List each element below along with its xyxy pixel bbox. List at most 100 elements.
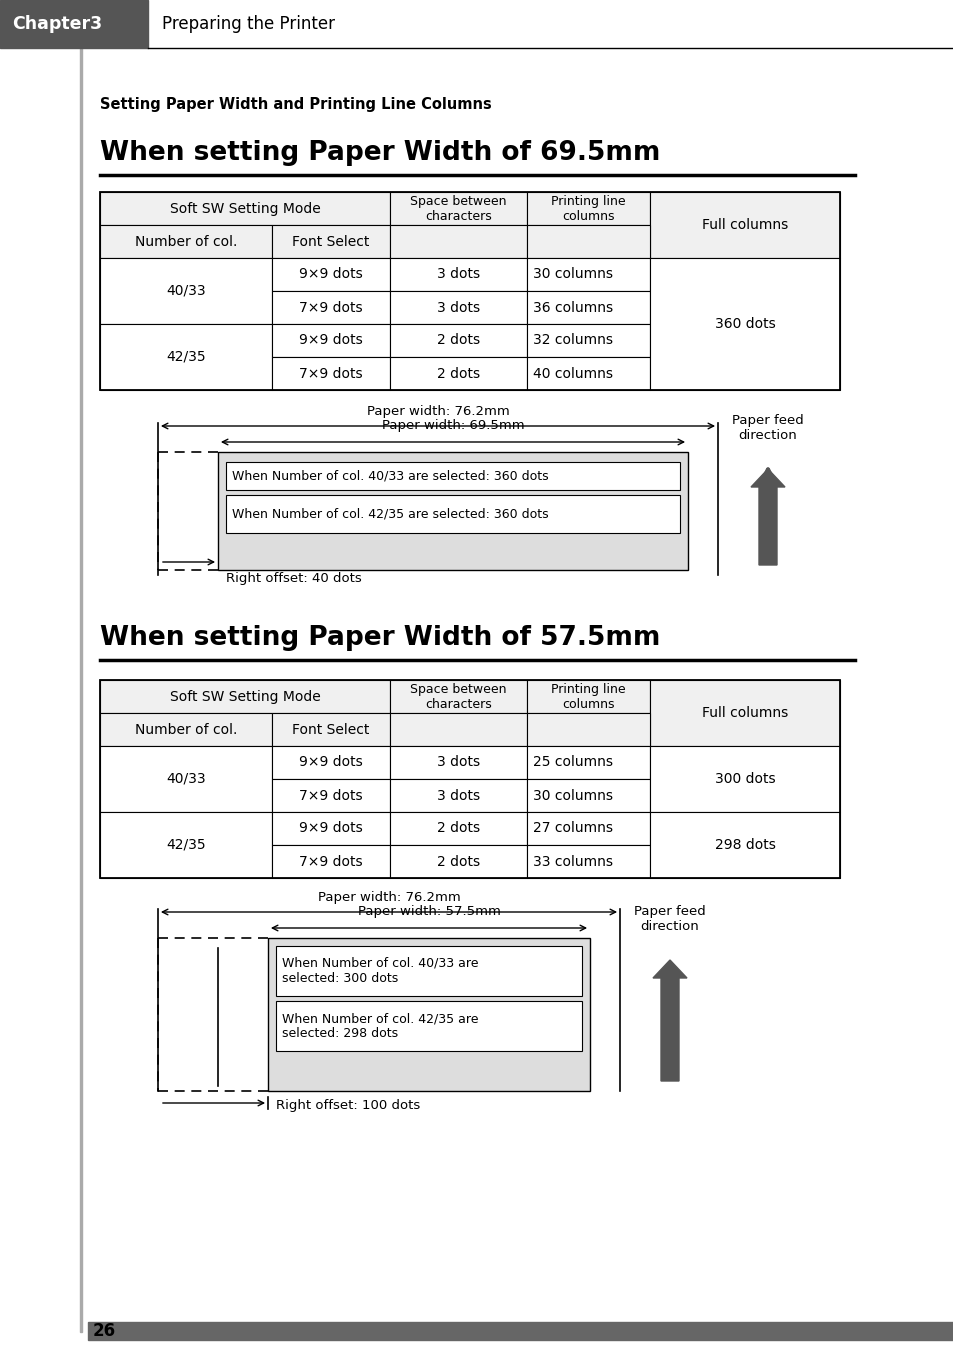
FancyArrow shape <box>750 469 784 565</box>
Bar <box>100 192 390 224</box>
Text: 30 columns: 30 columns <box>533 268 613 281</box>
Bar <box>390 746 526 779</box>
Bar <box>526 713 649 746</box>
Bar <box>390 680 526 713</box>
Text: Paper width: 57.5mm: Paper width: 57.5mm <box>357 904 500 918</box>
Text: Full columns: Full columns <box>701 218 787 233</box>
Text: 7×9 dots: 7×9 dots <box>299 366 362 380</box>
Text: 7×9 dots: 7×9 dots <box>299 300 362 315</box>
Bar <box>649 192 840 258</box>
Bar <box>226 462 679 489</box>
Bar <box>526 746 649 779</box>
Text: Font Select: Font Select <box>292 722 370 737</box>
Text: 2 dots: 2 dots <box>436 854 479 868</box>
Bar <box>100 324 272 389</box>
Text: 2 dots: 2 dots <box>436 822 479 836</box>
Text: 298 dots: 298 dots <box>714 838 775 852</box>
Text: 42/35: 42/35 <box>166 838 206 852</box>
Text: Font Select: Font Select <box>292 234 370 249</box>
Bar <box>100 713 272 746</box>
Bar <box>390 713 526 746</box>
Bar <box>275 946 581 996</box>
Text: 3 dots: 3 dots <box>436 788 479 803</box>
Bar <box>88 1322 953 1340</box>
Text: 7×9 dots: 7×9 dots <box>299 854 362 868</box>
Text: 9×9 dots: 9×9 dots <box>299 334 362 347</box>
Bar <box>649 258 840 389</box>
Bar <box>526 324 649 357</box>
Bar <box>100 192 840 389</box>
Bar <box>390 192 526 224</box>
Bar <box>390 813 526 845</box>
Bar <box>649 813 840 877</box>
Text: Right offset: 40 dots: Right offset: 40 dots <box>226 572 361 585</box>
Bar <box>526 357 649 389</box>
Bar <box>272 258 390 291</box>
Text: 2 dots: 2 dots <box>436 366 479 380</box>
Text: When setting Paper Width of 57.5mm: When setting Paper Width of 57.5mm <box>100 625 659 652</box>
Bar <box>0 0 148 49</box>
Text: 300 dots: 300 dots <box>714 772 775 786</box>
Text: 32 columns: 32 columns <box>533 334 613 347</box>
Text: When Number of col. 40/33 are
selected: 300 dots: When Number of col. 40/33 are selected: … <box>282 957 478 986</box>
Bar <box>390 357 526 389</box>
FancyArrow shape <box>652 960 686 1082</box>
Bar <box>272 291 390 324</box>
Text: When Number of col. 40/33 are selected: 360 dots: When Number of col. 40/33 are selected: … <box>232 469 548 483</box>
Text: Chapter3: Chapter3 <box>12 15 102 32</box>
Text: 27 columns: 27 columns <box>533 822 613 836</box>
Text: Paper width: 76.2mm: Paper width: 76.2mm <box>317 891 460 904</box>
Bar <box>390 291 526 324</box>
Text: When Number of col. 42/35 are selected: 360 dots: When Number of col. 42/35 are selected: … <box>232 507 548 521</box>
Text: Paper width: 69.5mm: Paper width: 69.5mm <box>381 419 524 433</box>
Bar <box>390 324 526 357</box>
Text: Preparing the Printer: Preparing the Printer <box>162 15 335 32</box>
Bar <box>526 845 649 877</box>
Bar <box>100 746 272 813</box>
Text: Number of col.: Number of col. <box>134 234 237 249</box>
Text: 40/33: 40/33 <box>166 772 206 786</box>
Bar <box>649 746 840 813</box>
Bar <box>390 258 526 291</box>
Text: Right offset: 100 dots: Right offset: 100 dots <box>275 1098 420 1111</box>
Text: 30 columns: 30 columns <box>533 788 613 803</box>
Text: 42/35: 42/35 <box>166 350 206 364</box>
Text: Setting Paper Width and Printing Line Columns: Setting Paper Width and Printing Line Co… <box>100 97 491 112</box>
Text: Soft SW Setting Mode: Soft SW Setting Mode <box>170 690 320 703</box>
Bar <box>272 779 390 813</box>
Text: 3 dots: 3 dots <box>436 300 479 315</box>
Text: 33 columns: 33 columns <box>533 854 613 868</box>
Bar <box>272 357 390 389</box>
Text: Soft SW Setting Mode: Soft SW Setting Mode <box>170 201 320 215</box>
Bar <box>100 680 390 713</box>
Bar <box>268 938 589 1091</box>
Bar <box>272 224 390 258</box>
Bar <box>275 1000 581 1051</box>
Bar <box>526 258 649 291</box>
Text: Paper width: 76.2mm: Paper width: 76.2mm <box>366 406 509 418</box>
Text: 40/33: 40/33 <box>166 284 206 297</box>
Bar <box>272 746 390 779</box>
Text: When setting Paper Width of 69.5mm: When setting Paper Width of 69.5mm <box>100 141 659 166</box>
Bar <box>526 192 649 224</box>
Text: Paper feed
direction: Paper feed direction <box>634 904 705 933</box>
Bar <box>272 813 390 845</box>
Text: Paper feed
direction: Paper feed direction <box>731 414 803 442</box>
Bar <box>272 713 390 746</box>
Bar <box>649 680 840 746</box>
Bar <box>226 495 679 533</box>
Text: Printing line
columns: Printing line columns <box>551 683 625 711</box>
Bar <box>272 324 390 357</box>
Bar <box>100 258 272 324</box>
Bar <box>390 779 526 813</box>
Text: 3 dots: 3 dots <box>436 268 479 281</box>
Bar <box>390 224 526 258</box>
Bar <box>526 291 649 324</box>
Bar <box>80 49 82 1332</box>
Text: 9×9 dots: 9×9 dots <box>299 268 362 281</box>
Bar <box>526 813 649 845</box>
Bar <box>100 680 840 877</box>
Text: 2 dots: 2 dots <box>436 334 479 347</box>
Text: 7×9 dots: 7×9 dots <box>299 788 362 803</box>
Bar <box>272 845 390 877</box>
